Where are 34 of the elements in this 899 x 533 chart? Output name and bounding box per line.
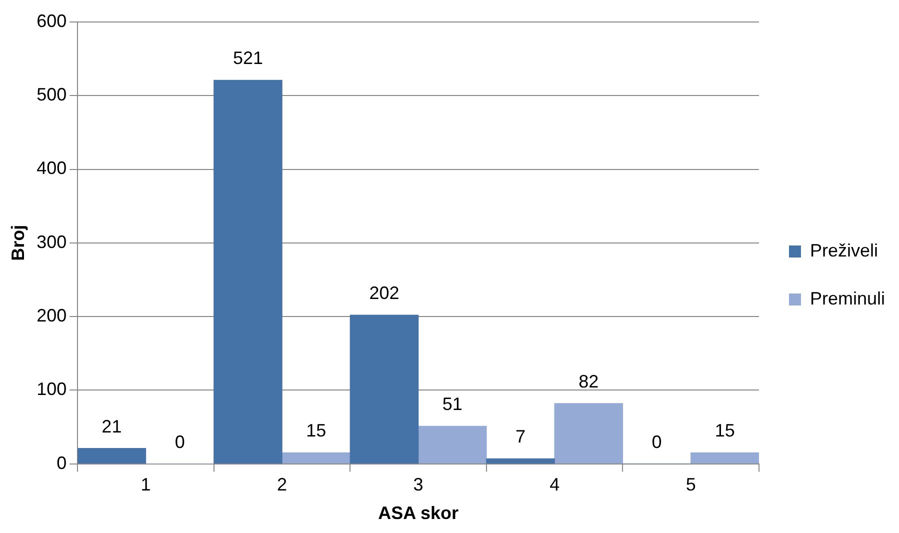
data-label: 15 [714, 420, 735, 441]
bar [350, 314, 419, 464]
bar [690, 452, 759, 464]
bar [282, 452, 350, 464]
y-tick-label: 100 [36, 379, 67, 400]
bar [78, 448, 146, 464]
y-tick-label: 500 [36, 84, 67, 105]
y-tick-label: 600 [36, 10, 67, 31]
data-label: 21 [102, 416, 122, 436]
bar [554, 403, 624, 464]
data-label: 15 [306, 420, 326, 441]
data-label: 0 [174, 432, 185, 452]
x-tick-label: 5 [686, 474, 696, 495]
x-tick-label: 2 [277, 474, 288, 495]
bar [418, 426, 487, 464]
x-tick-label: 3 [413, 474, 424, 495]
bar [486, 458, 555, 464]
data-label: 51 [442, 394, 462, 414]
x-tick-label: 4 [550, 474, 560, 495]
bar [214, 80, 282, 464]
data-label: 0 [652, 432, 662, 452]
data-label: 202 [369, 283, 400, 304]
data-label: 521 [232, 48, 263, 68]
x-axis-title: ASA skor [378, 503, 458, 524]
y-axis-title: Broj [8, 224, 28, 261]
legend-label: Preminuli [810, 288, 886, 308]
data-label: 82 [578, 371, 599, 392]
y-tick-label: 400 [36, 158, 67, 178]
y-tick-label: 0 [56, 452, 67, 473]
legend-label: Preživeli [810, 240, 878, 260]
y-tick-label: 300 [36, 232, 67, 252]
y-tick-label: 200 [36, 306, 67, 326]
x-tick-label: 1 [140, 474, 151, 495]
data-label: 7 [516, 426, 526, 447]
